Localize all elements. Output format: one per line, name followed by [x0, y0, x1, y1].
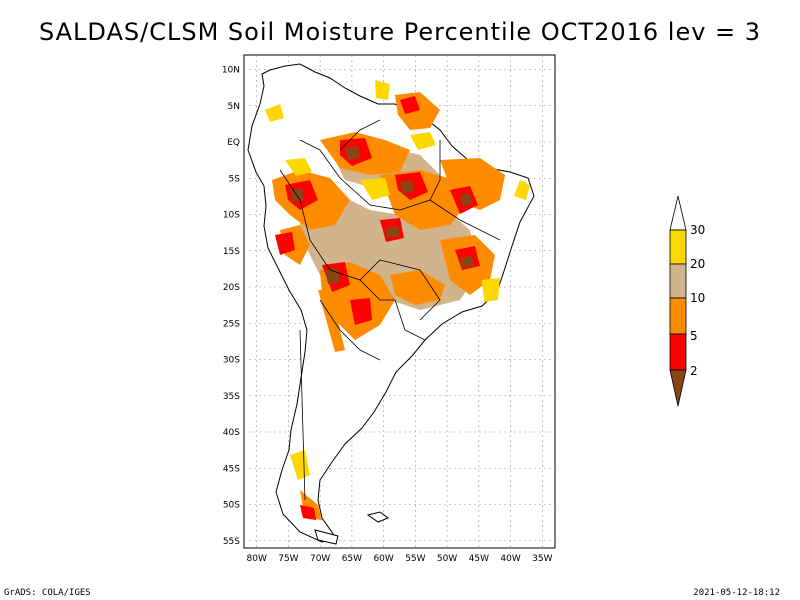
latitude-labels: 10N 5N EQ 5S 10S 15S 20S 25S 30S 35S 40S 45S 50S 55S — [222, 66, 240, 547]
lon-label: 65W — [342, 554, 362, 564]
footer-timestamp: 2021-05-12-18:12 — [693, 588, 780, 598]
falkland-islands — [366, 511, 390, 523]
tierra-del-fuego — [314, 529, 339, 545]
lat-label: 5N — [228, 102, 240, 112]
shading-below-2 — [290, 146, 474, 284]
colorbar-label-20: 20 — [690, 257, 705, 271]
lat-label: 30S — [223, 356, 240, 366]
lat-label: EQ — [227, 138, 240, 148]
colorbar-top-arrow — [669, 195, 687, 231]
lat-label: 20S — [223, 283, 240, 293]
colorbar-20-30 — [669, 229, 687, 265]
shading-20-30 — [265, 80, 530, 480]
lon-label: 55W — [405, 554, 425, 564]
lat-label: 10S — [223, 211, 240, 221]
footer-credit: GrADS: COLA/IGES — [4, 588, 91, 598]
longitude-labels: 80W 75W 70W 65W 60W 55W 50W 45W 40W 35W — [247, 554, 553, 564]
lon-label: 45W — [469, 554, 489, 564]
colorbar-5-10 — [669, 297, 687, 335]
country-borders — [279, 119, 501, 501]
map-title: SALDAS/CLSM Soil Moisture Percentile OCT… — [38, 18, 762, 46]
lon-label: 35W — [532, 554, 552, 564]
lat-label: 40S — [223, 428, 240, 438]
colorbar-label-30: 30 — [690, 223, 705, 237]
lat-label: 25S — [223, 319, 240, 329]
colorbar-label-2: 2 — [690, 364, 698, 378]
colorbar-bottom-arrow — [669, 369, 687, 407]
colorbar-10-20 — [669, 263, 687, 299]
continent-layer — [247, 63, 535, 545]
lat-label: 55S — [223, 537, 240, 547]
lat-label: 10N — [222, 66, 240, 76]
colorbar-label-10: 10 — [690, 291, 705, 305]
lat-label: 35S — [223, 392, 240, 402]
lat-label: 45S — [223, 464, 240, 474]
lat-label: 15S — [223, 247, 240, 257]
lon-label: 40W — [500, 554, 520, 564]
colorbar: 30 20 10 5 2 — [669, 195, 705, 407]
lon-label: 75W — [278, 554, 298, 564]
lon-label: 70W — [310, 554, 330, 564]
lat-label: 50S — [223, 501, 240, 511]
lon-label: 60W — [373, 554, 393, 564]
lon-label: 80W — [247, 554, 267, 564]
colorbar-2-5 — [669, 333, 687, 371]
lon-label: 50W — [437, 554, 457, 564]
lat-label: 5S — [229, 174, 241, 184]
colorbar-label-5: 5 — [690, 329, 698, 343]
